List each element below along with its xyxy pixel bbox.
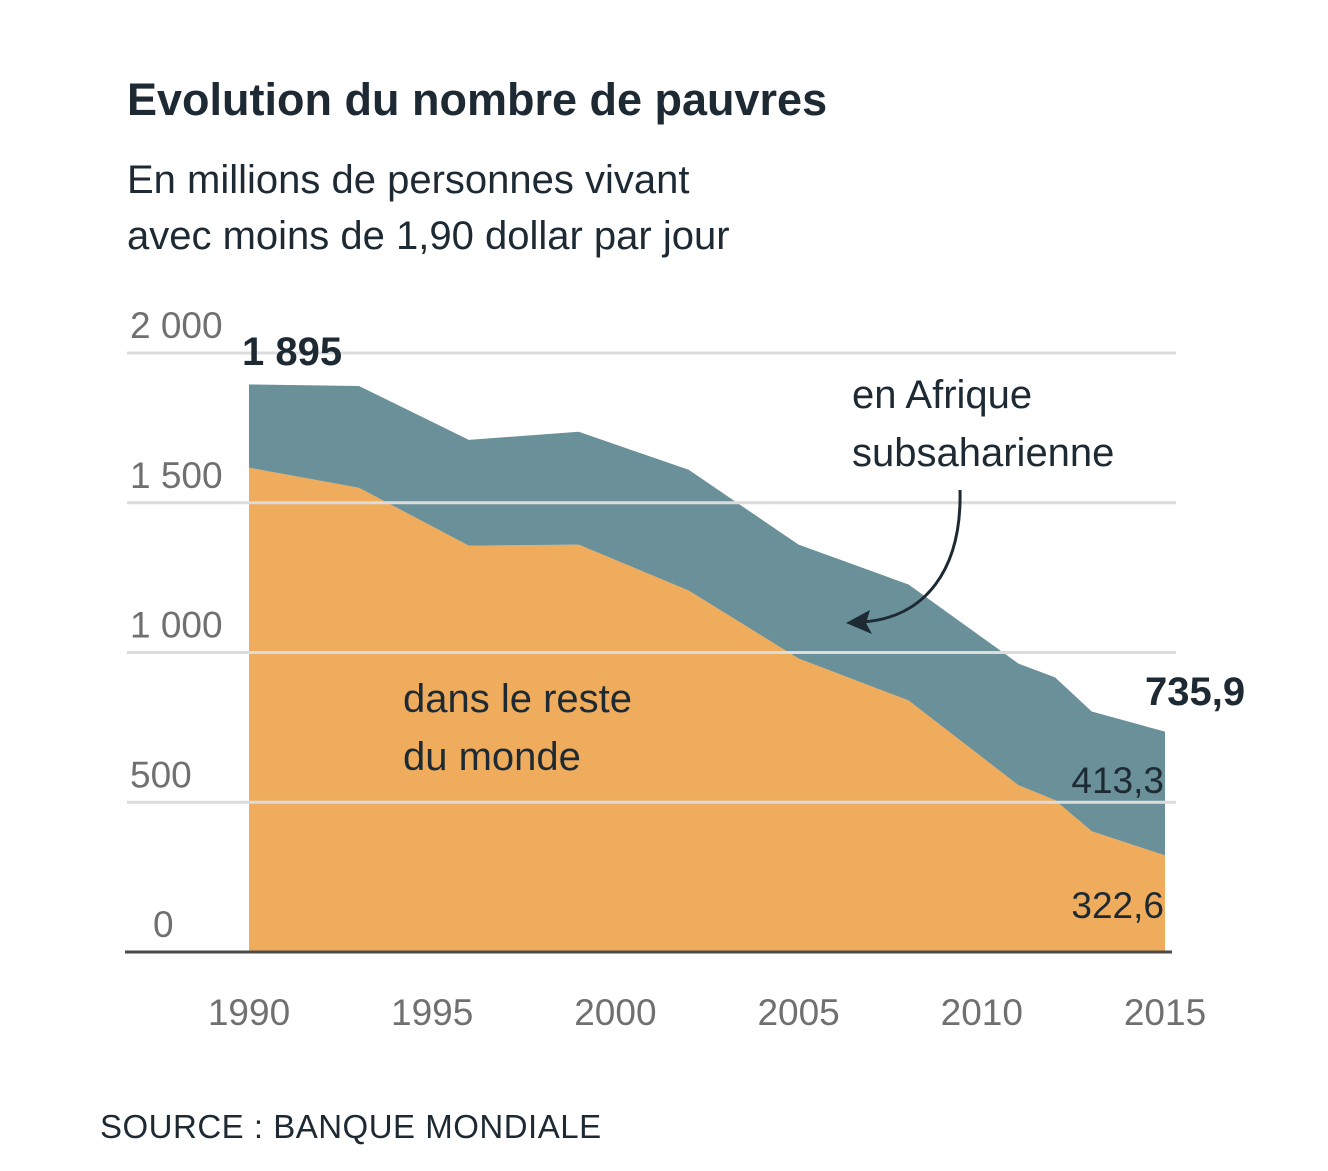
series-label-africa-line-1: en Afrique	[852, 373, 1032, 417]
area-series-rest-of-world	[249, 467, 1165, 952]
y-tick-label: 500	[130, 754, 192, 795]
y-tick-label: 0	[153, 904, 174, 945]
x-tick-label: 1990	[208, 992, 290, 1033]
chart-subtitle-line-2: avec moins de 1,90 dollar par jour	[127, 214, 730, 258]
arrowhead-icon	[846, 610, 872, 634]
series-label-rest-line-2: du monde	[403, 735, 581, 779]
label-rest-end: 322,6	[1071, 885, 1164, 926]
label-total-end: 735,9	[1145, 670, 1245, 714]
series-label-africa-line-2: subsaharienne	[852, 431, 1114, 475]
y-axis: 0 500 1 000 1 500 2 000	[130, 305, 223, 945]
label-total-start: 1 895	[242, 330, 342, 374]
y-tick-label: 1 000	[130, 605, 223, 646]
x-tick-label: 2005	[757, 992, 839, 1033]
x-tick-label: 1995	[391, 992, 473, 1033]
source-note: SOURCE : BANQUE MONDIALE	[100, 1108, 602, 1145]
x-tick-label: 2015	[1124, 992, 1206, 1033]
gridlines	[125, 351, 1176, 954]
x-tick-label: 2000	[574, 992, 656, 1033]
chart-subtitle-line-1: En millions de personnes vivant	[127, 158, 690, 202]
chart-title: Evolution du nombre de pauvres	[127, 74, 827, 125]
label-africa-end: 413,3	[1071, 760, 1164, 801]
x-axis: 1990 1995 2000 2005 2010 2015	[208, 992, 1206, 1033]
series-label-rest-line-1: dans le reste	[403, 677, 632, 721]
arrow-icon	[861, 489, 962, 624]
y-tick-label: 2 000	[130, 305, 223, 346]
x-tick-label: 2010	[941, 992, 1023, 1033]
y-tick-label: 1 500	[130, 455, 223, 496]
